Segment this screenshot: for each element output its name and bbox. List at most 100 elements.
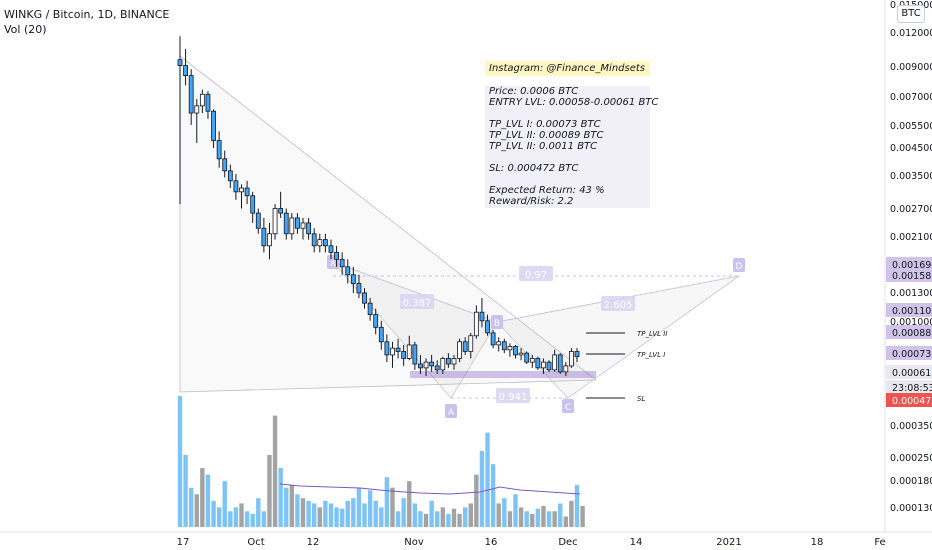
candle-body xyxy=(552,354,558,371)
candle xyxy=(440,356,446,374)
candle-body xyxy=(445,358,451,365)
pattern-point-box xyxy=(491,315,503,329)
volume-bar xyxy=(222,481,227,527)
volume-axis-tick: 0.000350 xyxy=(890,421,932,432)
price-tag xyxy=(886,257,932,271)
volume-bar xyxy=(300,498,306,527)
candle-body xyxy=(535,358,541,369)
candle xyxy=(222,150,228,178)
volume-bar xyxy=(457,513,462,527)
candle xyxy=(283,208,289,240)
candle-body xyxy=(451,358,457,365)
candle-body xyxy=(485,320,490,334)
price-axis-tick: 0.007000 xyxy=(890,92,932,103)
volume-bar xyxy=(446,513,451,527)
pattern-point-box xyxy=(445,404,457,418)
candle-body xyxy=(272,208,278,235)
time-axis-tick: Fe xyxy=(874,537,885,548)
candle-body xyxy=(295,217,300,229)
pattern-ratio-label: 0.97 xyxy=(525,270,547,281)
candle xyxy=(227,164,233,189)
volume-bar xyxy=(401,498,406,527)
candle xyxy=(557,353,563,374)
pattern-point-box xyxy=(562,399,574,413)
volume-bar xyxy=(518,507,524,527)
candle-body xyxy=(177,59,183,66)
candle xyxy=(239,184,244,209)
candle-body xyxy=(546,361,552,371)
volume-bar xyxy=(256,498,261,527)
volume-axis-tick: 0.000180 xyxy=(890,476,932,487)
price-axis-tick: 0.009000 xyxy=(890,62,932,73)
candle-body xyxy=(384,341,390,356)
candle-body xyxy=(317,239,323,247)
candle xyxy=(328,239,334,260)
volume-bar xyxy=(552,511,557,527)
volume-bar xyxy=(485,432,490,527)
candle xyxy=(367,297,373,321)
candle xyxy=(362,288,367,309)
volume-bar xyxy=(496,503,501,527)
level-label: SL xyxy=(637,395,645,403)
pattern-point-label: B xyxy=(494,319,500,329)
volume-bar xyxy=(541,506,546,527)
candle xyxy=(306,217,312,240)
note-entry: ENTRY LVL: 0.00058-0.00061 BTC xyxy=(489,97,659,108)
price-axis-tick: 0.005500 xyxy=(890,121,932,132)
volume-bar xyxy=(339,508,345,527)
candle-body xyxy=(490,332,496,346)
volume-bar xyxy=(250,513,255,527)
candle xyxy=(250,191,256,223)
candle xyxy=(199,89,205,114)
volume-ma-line xyxy=(279,483,581,495)
candle xyxy=(395,338,401,359)
candle xyxy=(289,213,295,240)
volume-bar xyxy=(205,474,211,527)
note-tp3: TP_LVL II: 0.0011 BTC xyxy=(489,141,598,152)
volume-bar xyxy=(429,500,434,527)
candle xyxy=(541,358,546,374)
price-tag-label: 23:08:53 xyxy=(892,383,932,394)
candle xyxy=(535,356,541,370)
volume-bar xyxy=(233,507,239,527)
candle-body xyxy=(395,347,401,352)
currency-button[interactable]: BTC xyxy=(897,5,925,23)
candle-body xyxy=(462,341,468,352)
candle xyxy=(261,217,267,253)
volume-bar xyxy=(530,513,535,527)
pattern-bd-dash xyxy=(496,275,740,323)
trade-note: Price: 0.0006 BTC ENTRY LVL: 0.00058-0.0… xyxy=(485,86,659,208)
candle-body xyxy=(300,222,306,229)
volume-bar xyxy=(490,464,496,527)
candle-body xyxy=(183,65,188,77)
pattern-point-box xyxy=(733,258,745,272)
candle-body xyxy=(244,187,250,197)
level-label: TP_LVL I xyxy=(637,351,665,359)
price-tag-label: 0.000472 xyxy=(892,396,932,407)
candle-body xyxy=(507,346,513,351)
volume-bar xyxy=(200,468,205,527)
candle-body xyxy=(501,341,507,351)
level-label: TP_LVL II xyxy=(637,330,667,338)
volume-bar xyxy=(384,477,390,527)
candle xyxy=(412,341,418,370)
volume-bar xyxy=(211,500,216,527)
candle-body xyxy=(227,170,233,182)
candle xyxy=(423,358,429,377)
volume-bar xyxy=(440,507,446,527)
candle xyxy=(479,297,485,328)
candle xyxy=(445,353,451,368)
candle xyxy=(300,217,306,240)
candle-body xyxy=(412,344,418,365)
candle xyxy=(418,354,423,374)
volume-bar xyxy=(239,503,244,527)
price-axis-tick: 0.003500 xyxy=(890,171,932,182)
price-tag xyxy=(886,268,932,282)
volume-bar xyxy=(306,500,311,527)
volume-bar xyxy=(379,507,384,527)
volume-indicator-label: Vol (20) xyxy=(4,23,47,36)
candle xyxy=(496,337,502,352)
volume-bar xyxy=(367,490,373,527)
candle-body xyxy=(373,314,379,328)
